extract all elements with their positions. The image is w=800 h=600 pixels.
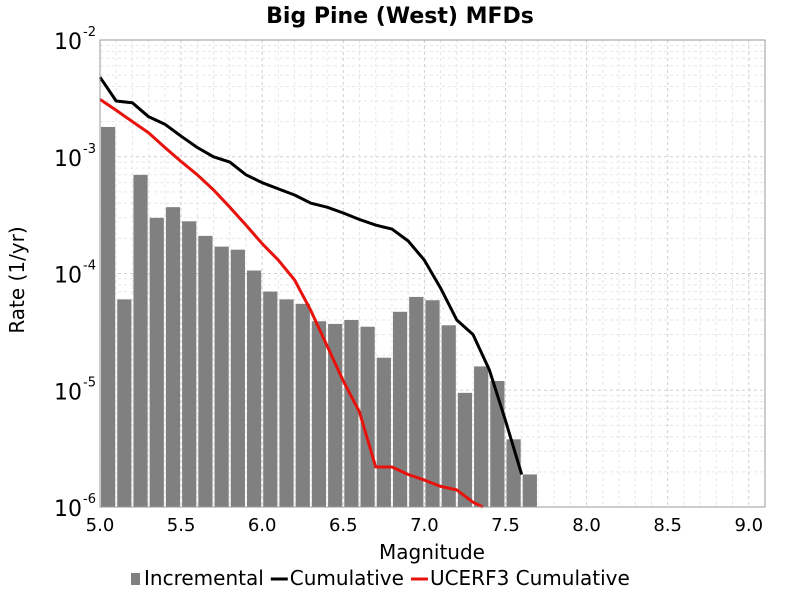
incremental-bar [344, 319, 359, 507]
plot-area-border [99, 39, 766, 508]
incremental-bar [117, 299, 132, 507]
incremental-bar [279, 299, 294, 507]
x-tick-label: 9.0 [734, 515, 763, 536]
legend: Incremental Cumulative UCERF3 Cumulative [131, 566, 630, 590]
incremental-bar [133, 174, 148, 507]
x-tick-label: 5.0 [86, 515, 115, 536]
y-tick-exponent: -6 [83, 492, 96, 507]
y-tick-base: 10 [54, 264, 82, 289]
incremental-bar [295, 303, 310, 507]
y-tick-base: 10 [54, 380, 82, 405]
legend-swatch-incremental [131, 573, 140, 585]
x-tick-label: 8.0 [572, 515, 601, 536]
x-tick-label: 5.5 [167, 515, 196, 536]
x-tick-label: 6.0 [248, 515, 277, 536]
incremental-bars [101, 126, 537, 508]
incremental-bar [457, 392, 473, 507]
incremental-bar [101, 126, 116, 508]
y-axis-ticks: 10-610-510-410-310-2 [54, 25, 96, 522]
x-tick-label: 6.5 [329, 515, 358, 536]
y-tick-exponent: -2 [83, 25, 96, 40]
cumulative-lines [98, 76, 524, 509]
x-axis-label: Magnitude [379, 540, 485, 564]
incremental-bar [214, 246, 229, 507]
incremental-bar [165, 207, 181, 507]
incremental-bar [425, 300, 440, 507]
incremental-bar [182, 221, 197, 507]
incremental-bar [198, 235, 213, 507]
y-tick-label: 10 -6 [54, 492, 96, 522]
incremental-bar [409, 296, 424, 507]
x-tick-label: 7.5 [491, 515, 520, 536]
incremental-bar [522, 474, 537, 507]
x-axis-ticks: 5.0 5.5 6.0 6.5 7.0 7.5 8.0 8.5 9.0 [86, 515, 763, 536]
y-tick-exponent: -5 [83, 375, 96, 390]
ucerf3-cumulative-line [99, 98, 484, 509]
y-axis-label: Rate (1/yr) [5, 226, 29, 333]
incremental-bar [263, 291, 278, 507]
y-tick-label: 10 -5 [54, 375, 96, 405]
legend-label-cumulative: Cumulative [290, 566, 404, 590]
incremental-bar [376, 357, 391, 507]
legend-label-ucerf3-cumulative: UCERF3 Cumulative [430, 566, 630, 590]
y-tick-base: 10 [54, 147, 82, 172]
x-tick-label: 7.0 [410, 515, 439, 536]
cumulative-line [98, 76, 524, 475]
chart-title: Big Pine (West) MFDs [266, 4, 534, 29]
y-tick-label: 10 -2 [54, 25, 96, 55]
y-tick-exponent: -3 [83, 142, 96, 157]
incremental-bar [474, 366, 489, 507]
incremental-bar [311, 321, 327, 507]
incremental-bar [360, 326, 375, 507]
y-tick-exponent: -4 [83, 259, 96, 274]
incremental-bar [149, 217, 164, 508]
incremental-bar [392, 311, 408, 507]
y-tick-label: 10 -4 [54, 259, 96, 289]
x-tick-label: 8.5 [653, 515, 682, 536]
y-tick-base: 10 [54, 497, 82, 522]
y-tick-base: 10 [54, 30, 82, 55]
incremental-bar [246, 270, 262, 507]
incremental-bar [490, 381, 505, 507]
y-tick-label: 10 -3 [54, 142, 96, 172]
legend-label-incremental: Incremental [144, 566, 264, 590]
incremental-bar [441, 325, 456, 507]
incremental-bar [230, 249, 245, 507]
